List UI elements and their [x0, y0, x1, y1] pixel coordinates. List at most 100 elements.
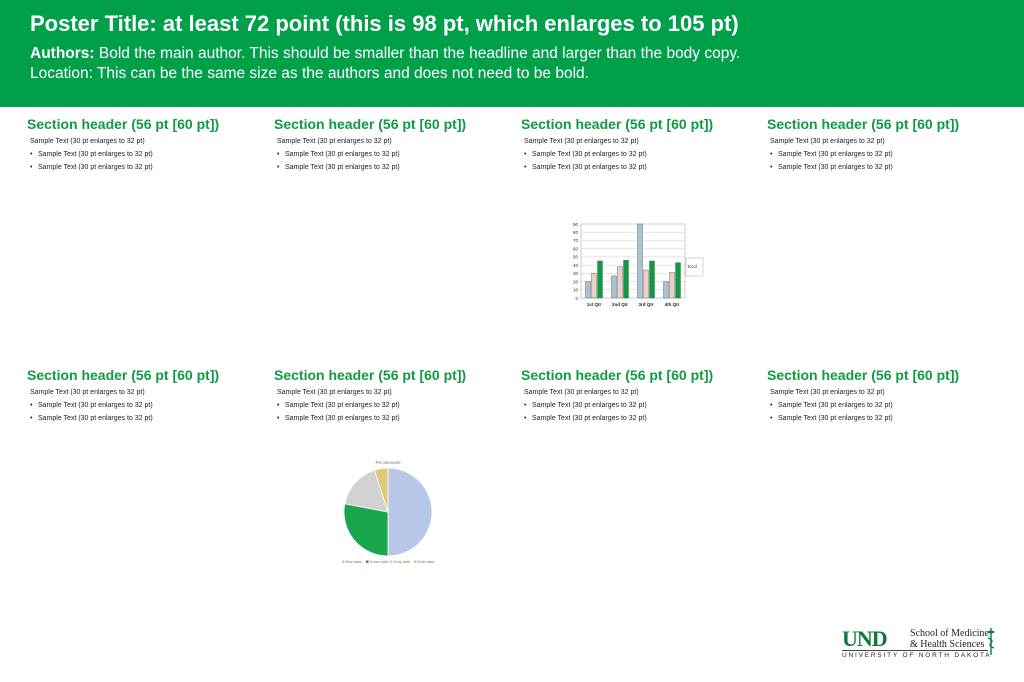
bullet-item: Sample Text (30 pt enlarges to 32 pt) — [27, 150, 267, 159]
section-sample-text: Sample Text (30 pt enlarges to 32 pt) — [770, 138, 885, 145]
section-header: Section header (56 pt [60 pt]) — [27, 367, 220, 383]
section-8: Section header (56 pt [60 pt]) Sample Te… — [767, 366, 1007, 427]
x-tick-label: 3rd Qtr — [638, 302, 653, 307]
legend-entry: Gray data — [394, 560, 412, 564]
x-tick-label: 4th Qtr — [665, 302, 680, 307]
section-header: Section header (56 pt [60 pt]) — [767, 116, 960, 132]
section-bullets: Sample Text (30 pt enlarges to 32 pt) Sa… — [767, 401, 1007, 423]
bar — [637, 223, 643, 299]
bullet-item: Sample Text (30 pt enlarges to 32 pt) — [27, 401, 267, 410]
bullet-item: Sample Text (30 pt enlarges to 32 pt) — [27, 163, 267, 172]
y-tick-label: 40 — [573, 263, 579, 268]
bar — [617, 266, 623, 299]
bar — [643, 269, 649, 299]
section-sample-text: Sample Text (30 pt enlarges to 32 pt) — [770, 389, 885, 396]
bullet-item: Sample Text (30 pt enlarges to 32 pt) — [521, 401, 761, 410]
section-1: Section header (56 pt [60 pt]) Sample Te… — [27, 115, 267, 176]
x-tick-label: 1st Qtr — [587, 302, 602, 307]
und-logo: UND School of Medicine & Health Sciences… — [838, 624, 998, 662]
bullet-item: Sample Text (30 pt enlarges to 32 pt) — [767, 150, 1007, 159]
section-7: Section header (56 pt [60 pt]) Sample Te… — [521, 366, 761, 427]
bullet-item: Sample Text (30 pt enlarges to 32 pt) — [767, 414, 1007, 423]
legend-entry: Green data — [370, 560, 390, 564]
y-tick-label: 20 — [573, 279, 579, 284]
section-2: Section header (56 pt [60 pt]) Sample Te… — [274, 115, 514, 176]
section-bullets: Sample Text (30 pt enlarges to 32 pt) Sa… — [274, 401, 514, 423]
legend-swatch — [414, 560, 417, 563]
bullet-item: Sample Text (30 pt enlarges to 32 pt) — [521, 163, 761, 172]
bar — [675, 262, 681, 299]
bullet-item: Sample Text (30 pt enlarges to 32 pt) — [274, 401, 514, 410]
logo-school-line1: School of Medicine — [910, 628, 989, 639]
legend-swatch — [390, 560, 393, 563]
section-header: Section header (56 pt [60 pt]) — [27, 116, 220, 132]
legend-entry: Ecol — [688, 264, 697, 269]
y-tick-label: 70 — [573, 238, 579, 243]
bullet-item: Sample Text (30 pt enlarges to 32 pt) — [521, 414, 761, 423]
y-tick-label: 10 — [573, 288, 579, 293]
section-bullets: Sample Text (30 pt enlarges to 32 pt) Sa… — [274, 150, 514, 172]
section-bullets: Sample Text (30 pt enlarges to 32 pt) Sa… — [521, 150, 761, 172]
pie-title: Pie amounts — [375, 460, 401, 465]
pie-slice — [343, 503, 389, 557]
section-sample-text: Sample Text (30 pt enlarges to 32 pt) — [277, 389, 392, 396]
y-tick-label: 80 — [573, 230, 579, 235]
pie-slice — [344, 469, 389, 513]
pie-slice — [373, 467, 389, 513]
section-header: Section header (56 pt [60 pt]) — [521, 367, 714, 383]
x-tick-label: 2nd Qtr — [612, 302, 628, 307]
poster-location: Location: This can be the same size as t… — [30, 65, 589, 82]
poster-header: Poster Title: at least 72 point (this is… — [0, 0, 1024, 107]
pie-chart: Pie amounts Blue data Green data Gray data G… — [342, 460, 435, 564]
logo-university: UNIVERSITY OF NORTH DAKOTA — [842, 652, 992, 659]
logo-school-line2: & Health Sciences — [910, 639, 985, 650]
section-bullets: Sample Text (30 pt enlarges to 32 pt) Sa… — [27, 150, 267, 172]
bullet-item: Sample Text (30 pt enlarges to 32 pt) — [27, 414, 267, 423]
bar — [649, 260, 655, 299]
bar — [611, 275, 617, 299]
legend-swatch — [366, 560, 369, 563]
bar — [623, 259, 629, 299]
legend-swatch — [342, 560, 345, 563]
y-tick-label: 60 — [573, 246, 579, 251]
legend-entry: Blue data — [346, 560, 363, 564]
bar — [585, 281, 591, 299]
bar — [591, 273, 597, 299]
y-tick-label: 90 — [573, 222, 579, 227]
section-4: Section header (56 pt [60 pt]) Sample Te… — [767, 115, 1007, 176]
poster-title: Poster Title: at least 72 point (this is… — [30, 11, 739, 36]
logo-divider — [842, 650, 988, 651]
bar — [663, 281, 669, 299]
legend-box — [685, 257, 704, 277]
logo-und-text: UND — [842, 626, 888, 651]
section-header: Section header (56 pt [60 pt]) — [274, 116, 467, 132]
section-sample-text: Sample Text (30 pt enlarges to 32 pt) — [524, 389, 639, 396]
section-bullets: Sample Text (30 pt enlarges to 32 pt) Sa… — [521, 401, 761, 423]
bullet-item: Sample Text (30 pt enlarges to 32 pt) — [274, 150, 514, 159]
poster-authors: Authors: Bold the main author. This shou… — [30, 44, 994, 64]
caduceus-icon — [987, 628, 995, 655]
section-3: Section header (56 pt [60 pt]) Sample Te… — [521, 115, 761, 176]
bar-chart: 0 10 20 30 40 50 60 70 80 90 1st Qtr 2nd Qtr 3rd Qtr… — [573, 222, 704, 307]
bullet-item: Sample Text (30 pt enlarges to 32 pt) — [521, 150, 761, 159]
section-sample-text: Sample Text (30 pt enlarges to 32 pt) — [30, 389, 145, 396]
bullet-item: Sample Text (30 pt enlarges to 32 pt) — [274, 414, 514, 423]
authors-label: Authors: — [30, 45, 95, 62]
section-bullets: Sample Text (30 pt enlarges to 32 pt) Sa… — [767, 150, 1007, 172]
bar — [669, 272, 675, 299]
section-5: Section header (56 pt [60 pt]) Sample Te… — [27, 366, 267, 427]
bullet-item: Sample Text (30 pt enlarges to 32 pt) — [274, 163, 514, 172]
section-header: Section header (56 pt [60 pt]) — [767, 367, 960, 383]
bullet-item: Sample Text (30 pt enlarges to 32 pt) — [767, 163, 1007, 172]
section-bullets: Sample Text (30 pt enlarges to 32 pt) Sa… — [27, 401, 267, 423]
section-header: Section header (56 pt [60 pt]) — [274, 367, 467, 383]
bar — [597, 260, 603, 299]
section-header: Section header (56 pt [60 pt]) — [521, 116, 714, 132]
y-tick-label: 30 — [573, 271, 579, 276]
section-sample-text: Sample Text (30 pt enlarges to 32 pt) — [30, 138, 145, 145]
section-sample-text: Sample Text (30 pt enlarges to 32 pt) — [277, 138, 392, 145]
legend-entry: Gold data — [418, 560, 435, 564]
section-sample-text: Sample Text (30 pt enlarges to 32 pt) — [524, 138, 639, 145]
bullet-item: Sample Text (30 pt enlarges to 32 pt) — [767, 401, 1007, 410]
section-6: Section header (56 pt [60 pt]) Sample Te… — [274, 366, 514, 427]
